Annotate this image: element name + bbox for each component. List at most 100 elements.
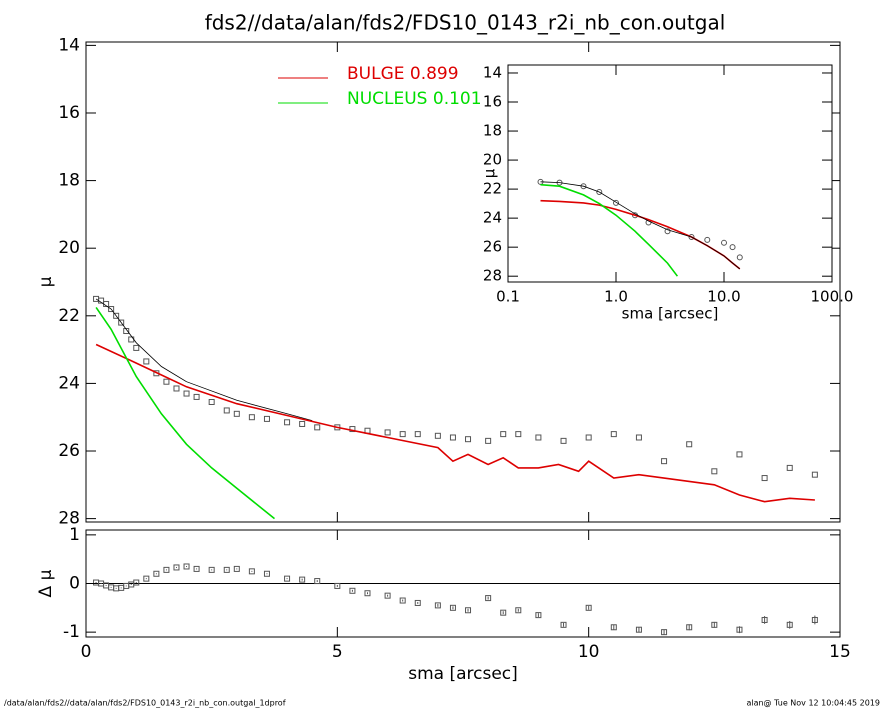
data-point — [515, 431, 522, 438]
x-tick-label: 15 — [829, 642, 851, 662]
inset-background — [508, 65, 832, 282]
data-point — [123, 328, 130, 335]
data-point — [93, 295, 100, 302]
profile-line — [540, 181, 741, 270]
data-point — [449, 434, 456, 441]
y-tick-label: 18 — [483, 122, 502, 140]
residual-point — [364, 590, 371, 597]
residual-point — [449, 604, 456, 611]
data-point — [208, 399, 215, 405]
legend-label: BULGE 0.899 — [347, 64, 459, 84]
data-point — [314, 424, 321, 431]
x-tick-label: 0 — [81, 642, 92, 662]
data-point — [233, 410, 240, 417]
plot-area — [537, 178, 743, 277]
residual-point — [334, 582, 341, 589]
residual-point — [384, 592, 391, 599]
plot-frame — [85, 41, 841, 523]
residual-point — [133, 579, 140, 586]
residual-point — [736, 626, 743, 633]
y-tick-label: 20 — [58, 238, 80, 258]
x-tick-label: 10.0 — [707, 288, 740, 306]
plot-frame — [507, 64, 833, 283]
plot-area — [86, 563, 840, 636]
residual-point — [434, 602, 441, 609]
data-point — [485, 437, 492, 444]
residual-point — [711, 621, 718, 628]
residual-point — [349, 587, 356, 594]
residual-point — [761, 616, 768, 623]
data-point — [193, 393, 200, 400]
data-marker — [721, 239, 727, 246]
data-point — [349, 426, 356, 433]
residual-point — [661, 629, 668, 636]
y-tick-label: 26 — [58, 441, 80, 461]
data-point — [183, 390, 190, 397]
data-marker — [736, 254, 743, 261]
data-point — [610, 431, 617, 438]
residual-point — [263, 570, 270, 577]
residual-point — [465, 607, 472, 614]
data-marker — [596, 189, 603, 196]
data-point — [133, 344, 140, 351]
y-tick-label: 22 — [58, 306, 80, 326]
legend-label: NUCLEUS 0.101 — [347, 89, 482, 109]
x-tick-label: 100.0 — [811, 288, 854, 306]
residual-point — [284, 575, 291, 582]
y-tick-label: 26 — [483, 238, 502, 256]
residual-point — [183, 563, 190, 570]
x-tick-label: 5 — [332, 642, 343, 662]
y-tick-label: 22 — [483, 180, 502, 198]
data-point — [263, 415, 270, 422]
data-point — [434, 432, 441, 439]
y-axis-label: μ — [36, 276, 56, 287]
residual-point — [223, 566, 230, 573]
x-axis-label: sma [arcsec] — [408, 664, 518, 684]
data-point — [248, 414, 255, 421]
data-marker — [664, 228, 671, 235]
residual-point — [585, 604, 592, 611]
data-marker — [688, 234, 695, 241]
data-marker — [613, 199, 619, 206]
residual-point — [686, 624, 693, 631]
residual-point — [143, 575, 150, 582]
y-tick-label: -1 — [63, 622, 80, 642]
data-point — [661, 458, 668, 465]
data-point — [399, 431, 406, 438]
data-point — [585, 434, 592, 441]
data-point — [535, 434, 542, 441]
y-tick-label: 16 — [483, 93, 502, 111]
data-point — [686, 441, 693, 448]
data-point — [736, 451, 743, 458]
data-point — [465, 436, 472, 443]
y-tick-label: 28 — [483, 267, 502, 285]
y-tick-label: 24 — [483, 209, 502, 227]
data-point — [711, 468, 718, 475]
residual-point — [173, 564, 180, 571]
residual-point — [500, 609, 507, 616]
residual-point — [208, 566, 215, 573]
data-point — [635, 434, 642, 441]
data-point — [118, 319, 125, 326]
data-point — [113, 312, 120, 319]
residual-point — [193, 565, 200, 572]
data-point — [414, 431, 421, 438]
data-point — [108, 306, 115, 313]
x-tick-label: 10 — [578, 642, 600, 662]
x-tick-label: 0.1 — [496, 288, 520, 306]
residual-point — [399, 597, 406, 604]
data-point — [173, 385, 180, 392]
data-point — [384, 429, 391, 436]
residual-point — [233, 565, 240, 572]
data-point — [299, 420, 306, 427]
residual-point — [485, 595, 492, 602]
y-axis-label: μ — [481, 168, 499, 178]
data-point — [163, 378, 170, 385]
residual-point — [414, 599, 421, 606]
data-marker — [704, 236, 711, 243]
profile-line — [95, 306, 276, 520]
data-marker — [729, 244, 736, 251]
footer-right: alan@ Tue Nov 12 10:04:45 2019 — [746, 699, 880, 708]
residual-point — [535, 612, 542, 619]
